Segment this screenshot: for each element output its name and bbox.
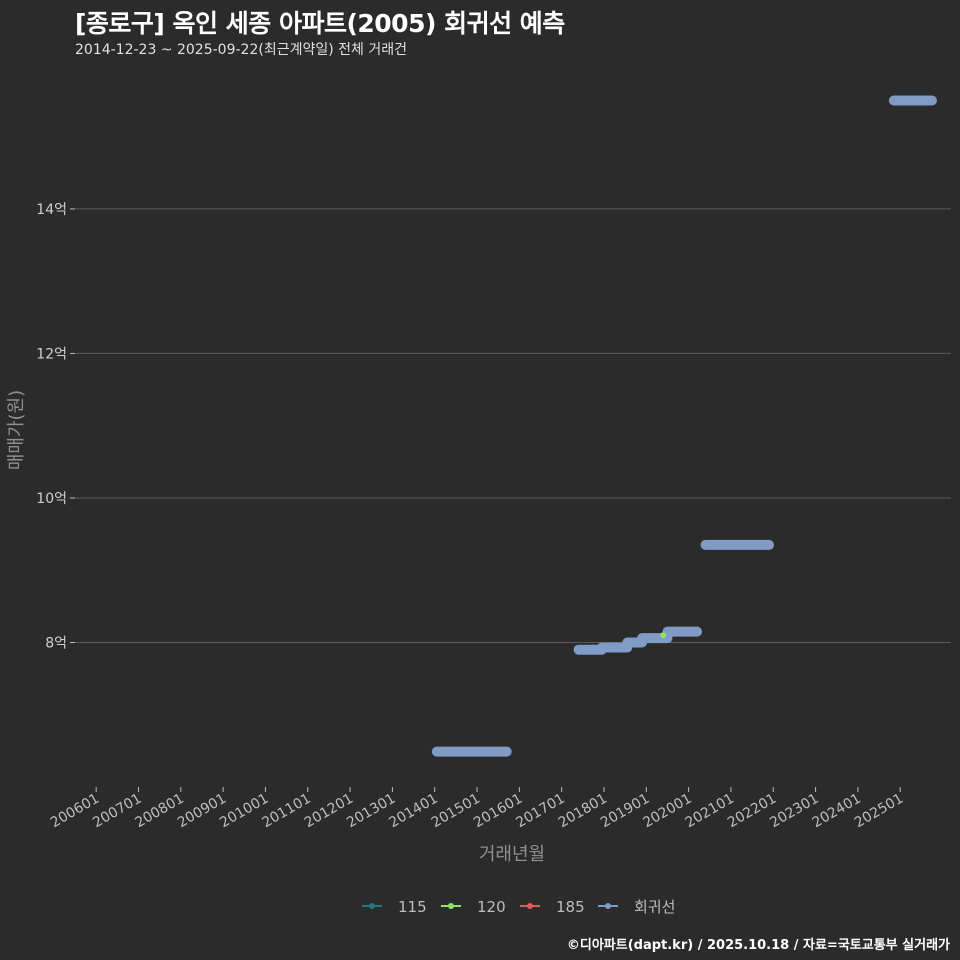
legend-dot-icon (448, 903, 454, 909)
legend-dot-icon (369, 903, 375, 909)
legend: 115 120 185 회귀선 (362, 898, 675, 916)
legend-item[interactable]: 120 (441, 898, 506, 916)
regression-series (431, 95, 937, 757)
source-caption: ©디아파트(dapt.kr) / 2025.10.18 / 자료=국토교통부 실… (566, 938, 950, 953)
chart-subtitle: 2014-12-23 ~ 2025-09-22(최근계약일) 전체 거래건 (75, 42, 407, 58)
legend-item[interactable]: 회귀선 (598, 898, 675, 916)
y-tick-label: 10억 (36, 491, 67, 507)
x-axis-title: 거래년월 (479, 844, 545, 865)
grid-lines (75, 208, 951, 643)
legend-label: 120 (477, 898, 506, 916)
y-axis: 8억 10억 12억 14억 (36, 202, 75, 651)
chart-title: [종로구] 옥인 세종 아파트(2005) 회귀선 예측 (75, 9, 565, 38)
x-tick-label: 202501 (852, 791, 906, 832)
y-tick-label: 8억 (45, 635, 67, 651)
data-point-120 (660, 632, 667, 639)
legend-item[interactable]: 185 (520, 898, 585, 916)
legend-label: 185 (556, 898, 585, 916)
y-axis-title: 매매가(원) (6, 390, 27, 470)
y-tick-label: 12억 (36, 346, 67, 362)
legend-label: 115 (398, 898, 427, 916)
legend-dot-icon (605, 903, 611, 909)
x-axis: 2006012007012008012009012010012011012012… (48, 787, 906, 831)
legend-dot-icon (527, 903, 533, 909)
y-tick-label: 14억 (36, 202, 67, 218)
legend-label: 회귀선 (634, 898, 675, 916)
legend-item[interactable]: 115 (362, 898, 427, 916)
